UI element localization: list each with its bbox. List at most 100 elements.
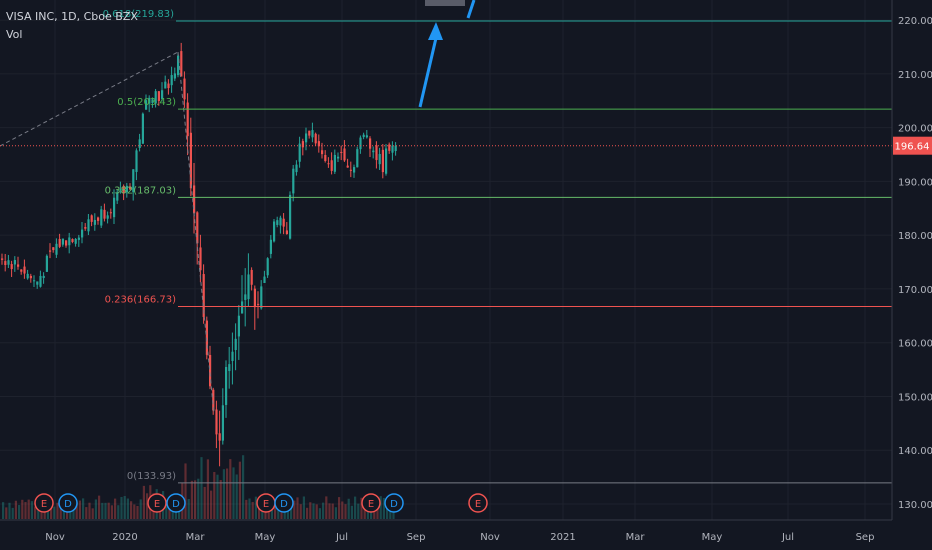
candle-body [170,75,173,86]
candle-body [349,169,352,171]
candle-body [167,83,170,89]
volume-bar [59,501,62,519]
volume-bar [114,498,117,519]
volume-bar [206,459,209,519]
time-tick-label: 2021 [550,532,575,543]
candle-body [106,215,109,219]
volume-bar [309,502,312,519]
price-tick-label: 160.00 [898,339,932,350]
volume-bar [8,502,11,519]
volume-bar [213,471,216,519]
candle-body [87,219,90,232]
volume-bar [56,502,59,519]
candle-body [359,137,362,150]
volume-bar [146,493,149,519]
volume-bar [350,505,353,519]
event-marker-earnings[interactable] [34,493,54,513]
fib-level-label: 0(133.93) [127,471,176,482]
volume-bar [302,496,305,519]
event-marker-earnings[interactable] [468,493,488,513]
trend-line-dashed-down[interactable] [177,51,215,415]
volume-bar [126,498,129,519]
volume-bar [69,507,72,519]
volume-bar [187,498,190,519]
volume-bar [318,508,321,519]
volume-bar [5,507,8,519]
candle-body [381,149,384,173]
candle-body [327,163,330,165]
price-tick-label: 210.00 [898,70,932,81]
candle-body [90,215,93,222]
candle-body [42,275,45,279]
time-tick-label: May [702,532,723,543]
candle-body [250,269,253,285]
event-marker-earnings[interactable] [147,493,167,513]
price-tick-label: 140.00 [898,446,932,457]
candle-body [391,145,394,153]
candle-body [113,197,116,218]
volume-bar [40,507,43,519]
candle-body [58,238,61,247]
candle-body [273,221,276,242]
candle-body [298,143,301,162]
volume-bar [72,505,75,519]
projection-arrow-head [428,22,443,40]
candle-body [353,167,356,173]
volume-bar [386,505,389,519]
price-axis[interactable] [892,0,932,550]
volume-bar [258,508,261,519]
price-tick-label: 150.00 [898,392,932,403]
time-tick-label: Mar [626,532,646,543]
volume-bar [222,469,225,519]
fib-level-label: 0.5(203.43) [117,97,176,108]
candle-body [365,135,368,138]
candle-body [157,91,160,101]
event-marker-dividend[interactable] [58,493,78,513]
event-marker-dividend[interactable] [384,493,404,513]
candle-body [13,259,16,265]
event-marker-earnings[interactable] [361,493,381,513]
projection-arrow-2[interactable] [466,0,476,19]
candle-body [141,113,144,144]
volume-bar [27,499,30,519]
candle-body [10,264,13,270]
time-tick-label: May [255,532,276,543]
candle-body [244,294,247,300]
volume-bar [133,504,136,519]
volume-bar [286,505,289,519]
volume-bar [197,478,200,519]
candle-body [314,133,317,144]
time-tick-label: Nov [45,532,65,543]
volume-bar [341,501,344,519]
candle-body [330,160,333,171]
candle-body [81,229,84,238]
event-marker-dividend[interactable] [274,493,294,513]
volume-bar [325,496,328,519]
candle-body [317,141,320,147]
candle-body [135,150,138,172]
candle-body [26,273,29,279]
volume-bar [216,474,219,519]
candle-body [346,165,349,168]
volume-bar [296,497,299,519]
volume-bar [21,499,24,519]
volume-bar [53,506,56,519]
candle-body [279,217,282,226]
projection-label-box [425,0,465,6]
candle-body [71,239,74,242]
trend-line-dashed[interactable] [0,51,179,147]
time-tick-label: Nov [480,532,500,543]
time-axis[interactable] [0,520,932,550]
projection-arrow[interactable] [418,37,438,108]
volume-bar [389,507,392,519]
volume-bar [142,485,145,519]
candle-body [295,164,298,173]
event-marker-dividend[interactable] [166,493,186,513]
candle-body [61,238,64,245]
volume-bar [290,504,293,519]
candle-body [119,189,122,191]
volume-bar [82,498,85,519]
volume-bar [62,506,65,519]
candle-body [100,209,103,226]
